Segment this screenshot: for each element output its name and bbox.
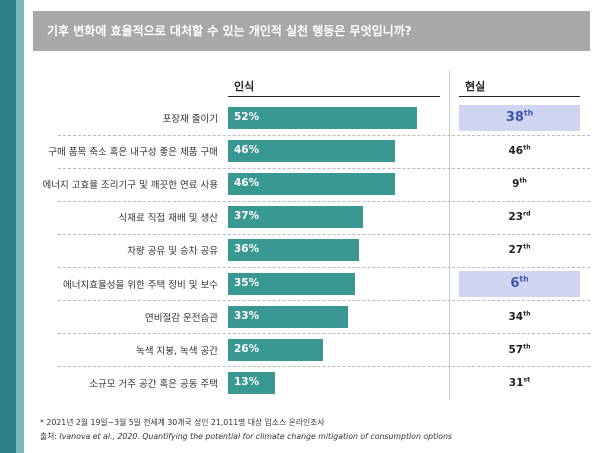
- reality-rank: 23rd: [508, 211, 530, 223]
- title-bar: 기후 변화에 효율적으로 대처할 수 있는 개인적 실천 행동은 무엇입니까?: [33, 11, 590, 51]
- column-divider: [449, 70, 450, 400]
- rank-number: 34: [508, 310, 524, 323]
- row-separator: [58, 167, 590, 169]
- left-accent-stripe-light: [16, 0, 24, 453]
- perception-bar: 36%: [228, 239, 360, 262]
- source-footnote: 출처: Ivanova et al., 2020. Quantifying th…: [40, 431, 452, 442]
- left-accent-stripe: [0, 0, 16, 453]
- row-separator: [58, 266, 590, 268]
- reality-rank-cell: 23rd: [459, 204, 580, 230]
- category-label: 구매 품목 축소 혹은 내구성 좋은 제품 구매: [48, 147, 218, 159]
- reality-rank-cell: 6th: [459, 270, 580, 297]
- row-separator: [58, 134, 590, 136]
- rank-suffix: th: [523, 108, 534, 118]
- category-label: 차량 공유 및 승차 공유: [127, 246, 218, 258]
- perception-bar: 13%: [228, 371, 276, 394]
- reality-rank-cell: 38th: [459, 105, 580, 131]
- rank-number: 46: [508, 145, 524, 158]
- rank-number: 57: [508, 343, 524, 356]
- rank-number: 23: [508, 211, 523, 224]
- rank-suffix: th: [523, 310, 531, 318]
- header-reality: 현실: [465, 80, 486, 93]
- row-separator: [58, 366, 590, 368]
- rank-suffix: th: [523, 144, 531, 152]
- perception-bar: 26%: [228, 338, 323, 361]
- category-label: 포장재 줄이기: [162, 114, 218, 125]
- category-label: 에너지효율성을 위한 주택 정비 및 보수: [63, 279, 218, 291]
- reality-rank: 57th: [508, 344, 530, 356]
- header-perception-underline: [228, 96, 440, 97]
- reality-rank-cell: 27th: [459, 237, 580, 263]
- perception-bar: 46%: [228, 173, 396, 196]
- row-separator: [58, 233, 590, 235]
- rank-number: 31: [508, 376, 524, 389]
- reality-rank: 46th: [508, 145, 530, 157]
- bar-value-label: 13%: [234, 375, 260, 388]
- category-label: 에너지 고효율 조리기구 및 깨끗한 연료 사용: [42, 180, 218, 192]
- reality-rank: 34th: [508, 310, 531, 323]
- rank-suffix: th: [523, 243, 531, 251]
- header-reality-underline: [459, 96, 580, 97]
- header-perception: 인식: [234, 80, 255, 93]
- rank-number: 38: [505, 110, 524, 125]
- reality-rank: 31st: [509, 377, 530, 389]
- perception-bar: 35%: [228, 272, 356, 295]
- bar-value-label: 35%: [234, 276, 260, 289]
- rank-suffix: th: [519, 177, 527, 185]
- rank-suffix: rd: [523, 210, 531, 218]
- reality-rank-cell: 31st: [459, 370, 580, 396]
- rank-number: 27: [508, 244, 524, 257]
- category-label: 연비절감 운전습관: [145, 312, 218, 324]
- perception-bar: 46%: [228, 140, 396, 163]
- bar-value-label: 46%: [234, 144, 260, 157]
- reality-rank: 9th: [512, 178, 527, 190]
- rank-number: 9: [512, 178, 520, 191]
- reality-rank: 27th: [508, 244, 530, 256]
- reality-rank-cell: 46th: [459, 138, 580, 164]
- source-prefix: 출처:: [40, 432, 60, 441]
- rank-suffix: th: [523, 343, 531, 351]
- row-separator: [58, 300, 590, 302]
- reality-rank: 6th: [510, 274, 529, 291]
- chart-title: 기후 변화에 효율적으로 대처할 수 있는 개인적 실천 행동은 무엇입니까?: [47, 24, 412, 38]
- bar-value-label: 33%: [234, 309, 260, 322]
- rank-number: 6: [510, 275, 520, 291]
- bar-value-label: 36%: [234, 243, 260, 256]
- category-label: 소규모 거주 공간 혹은 공동 주택: [89, 378, 218, 390]
- reality-rank-cell: 34th: [459, 304, 580, 330]
- rank-suffix: th: [519, 274, 529, 284]
- rank-suffix: st: [523, 376, 531, 384]
- bar-value-label: 52%: [234, 111, 260, 123]
- reality-rank-cell: 9th: [459, 171, 580, 197]
- row-separator: [58, 333, 590, 335]
- bar-value-label: 26%: [234, 342, 260, 355]
- bar-value-label: 46%: [234, 177, 260, 190]
- reality-rank-cell: 57th: [459, 337, 580, 363]
- bar-value-label: 37%: [234, 210, 260, 223]
- category-label: 식재료 직접 재배 및 생산: [118, 213, 218, 225]
- row-separator: [58, 200, 590, 202]
- source-citation: Ivanova et al., 2020. Quantifying the po…: [59, 432, 453, 441]
- perception-bar: 33%: [228, 305, 349, 328]
- reality-rank: 38th: [505, 108, 534, 125]
- category-label: 녹색 지붕, 녹색 공간: [136, 345, 218, 357]
- survey-footnote: * 2021년 2월 19일~3월 5일 전세계 30개국 성인 21,011명…: [40, 418, 325, 427]
- perception-bar: 52%: [228, 107, 418, 129]
- perception-bar: 37%: [228, 206, 363, 229]
